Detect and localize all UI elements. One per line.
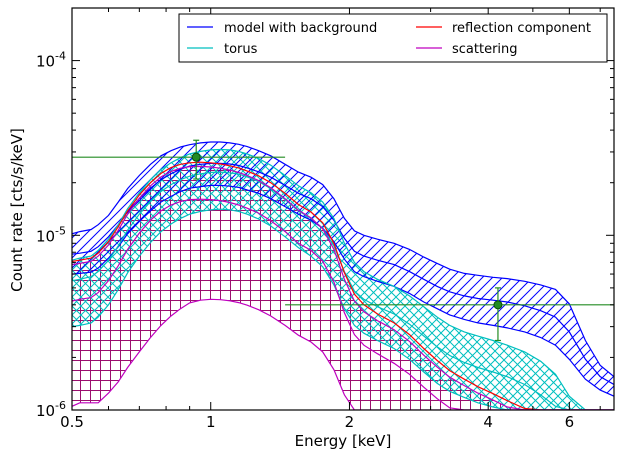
data-point-0 xyxy=(191,152,201,162)
y-tick-exponent: -6 xyxy=(55,399,66,412)
torus-lower-line xyxy=(72,208,614,410)
plot-points xyxy=(72,139,614,342)
legend-label-reflection: reflection component xyxy=(452,21,591,36)
plot-lines xyxy=(72,141,614,410)
legend-label-scattering: scattering xyxy=(452,42,518,57)
legend: model with background torus reflection c… xyxy=(178,13,608,63)
reflection-component-center-line xyxy=(72,161,614,410)
torus-upper-line xyxy=(72,148,614,410)
plot-frame xyxy=(71,7,615,411)
y-tick-label: 10-5 xyxy=(36,224,66,245)
torus-band-fill xyxy=(72,149,614,410)
y-tick-label: 10-4 xyxy=(36,50,66,71)
legend-box xyxy=(178,13,608,63)
x-tick-label: 0.5 xyxy=(60,413,84,431)
scattering-lower-line xyxy=(72,298,614,410)
legend-label-model: model with background xyxy=(224,21,377,36)
x-tick-label: 4 xyxy=(483,413,493,431)
y-tick-exponent: -5 xyxy=(55,224,66,237)
scattering-center-line xyxy=(72,198,614,410)
data-point-1 xyxy=(493,300,503,310)
x-tick-label: 1 xyxy=(206,413,216,431)
model-with-background-upper-line xyxy=(72,141,614,378)
x-axis-label: Energy [keV] xyxy=(295,432,392,450)
y-axis-label: Count rate [cts/s/keV] xyxy=(8,128,26,292)
x-tick-label: 2 xyxy=(345,413,355,431)
axes xyxy=(71,7,615,411)
model-with-background-lower-line xyxy=(72,184,614,397)
legend-label-torus: torus xyxy=(224,42,258,57)
plot-bands xyxy=(72,142,614,410)
y-tick-exponent: -4 xyxy=(55,50,66,63)
scattering-upper-line xyxy=(72,165,614,410)
x-tick-label: 6 xyxy=(565,413,575,431)
